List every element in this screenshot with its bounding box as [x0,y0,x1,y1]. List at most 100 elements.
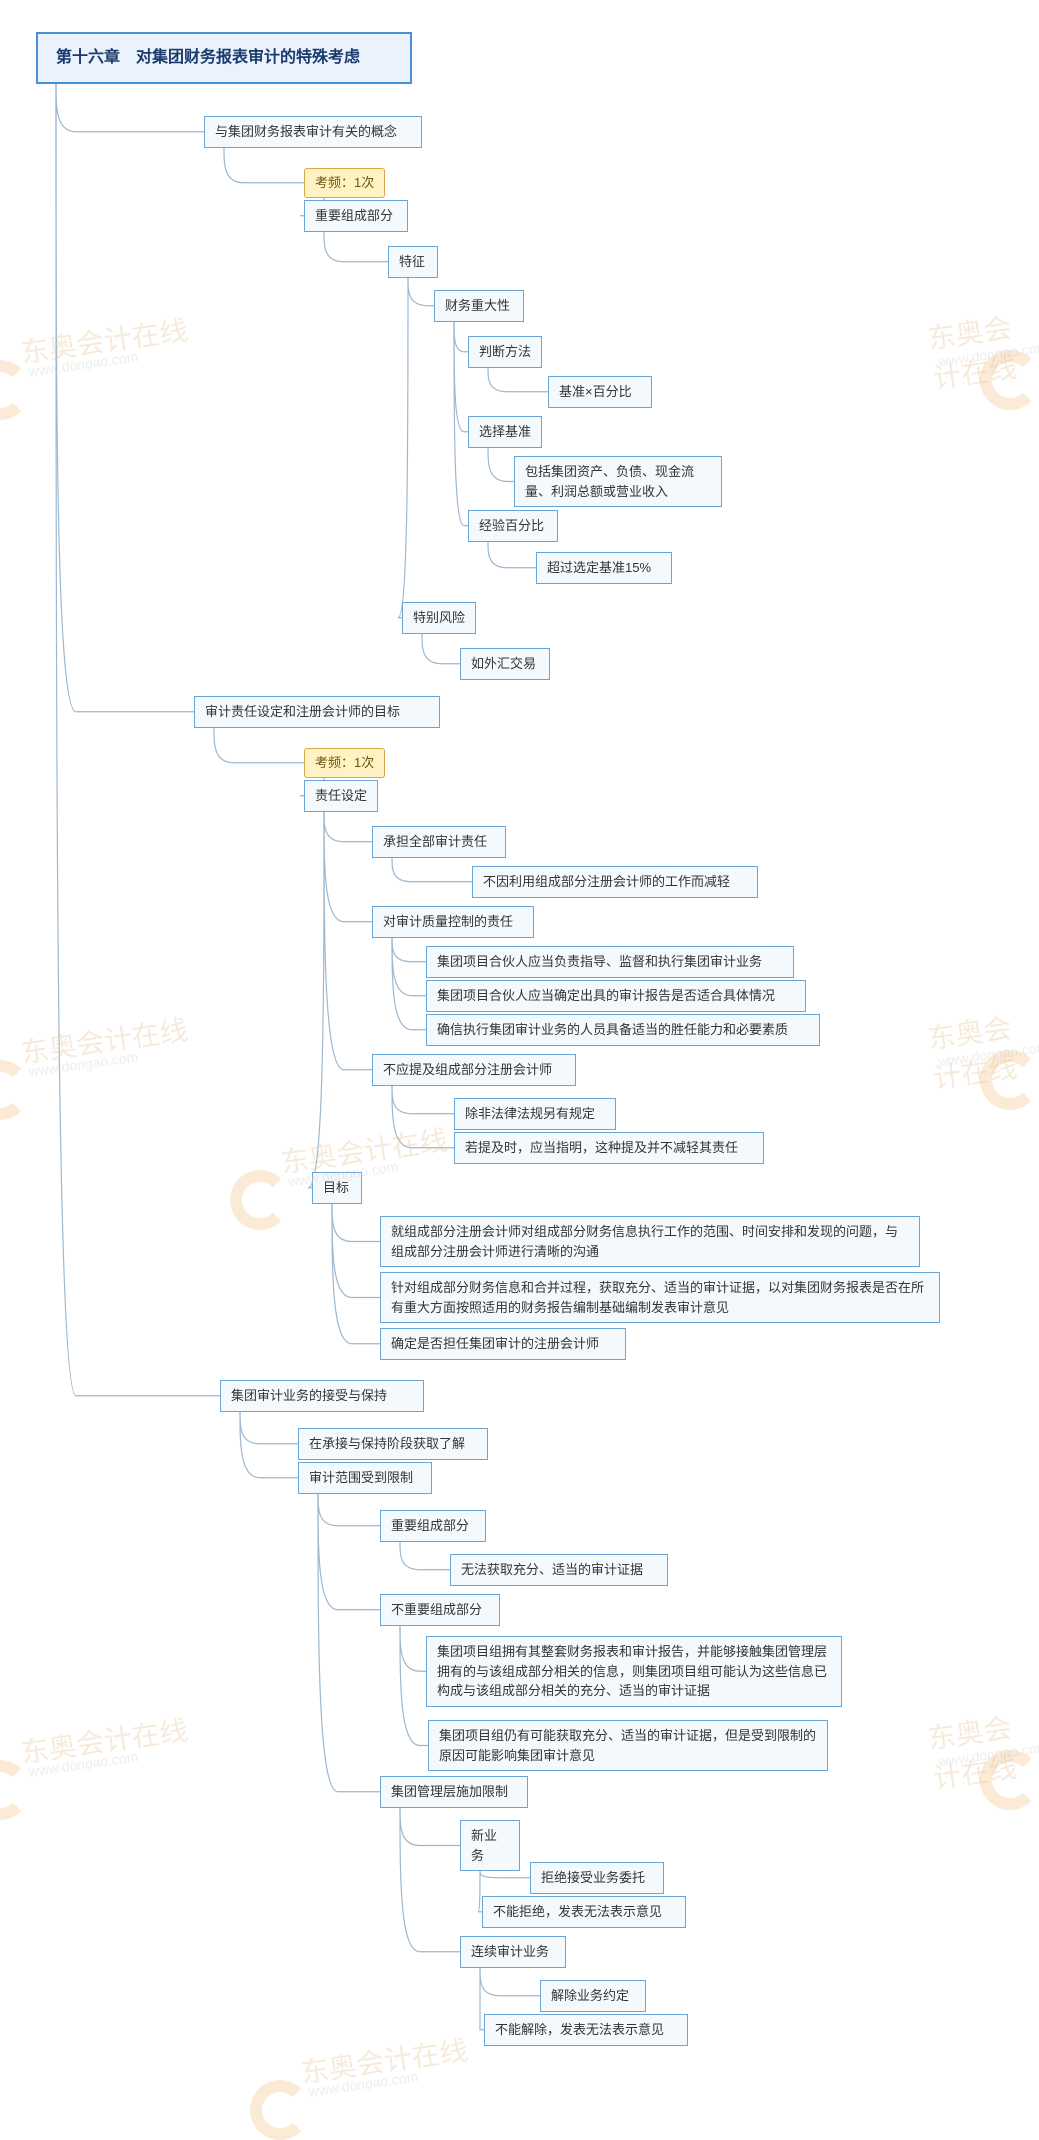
connector [324,812,372,1070]
connector [308,812,324,1188]
connector [392,1086,454,1114]
connector [318,1494,380,1610]
mindmap-node-s2a2a: 集团项目合伙人应当负责指导、监督和执行集团审计业务 [426,946,794,978]
watermark-url: www.dongao.com [937,1738,1039,1769]
connector [422,634,460,664]
connector [400,1808,460,1846]
watermark-text: 东奥会计在线 [18,309,190,372]
connector [240,1412,298,1478]
mindmap-node-s2a3b: 若提及时，应当指明，这种提及并不减轻其责任 [454,1132,764,1164]
connector [318,1494,380,1792]
connector [214,728,304,763]
watermark-logo [980,350,1039,410]
mindmap-node-s3b3a: 新业务 [460,1820,520,1871]
mindmap-node-s2a: 责任设定 [304,780,378,812]
connector [488,368,548,392]
mindmap-node-s3b2: 不重要组成部分 [380,1594,500,1626]
connector [400,1808,460,1952]
watermark-logo [230,1170,290,1230]
mindmap-node-s1a1a1: 判断方法 [468,336,542,368]
mindmap-node-badge2: 考频：1次 [304,748,385,778]
watermark-text: 东奥会计在线 [298,2029,470,2092]
watermark-url: www.dongao.com [27,348,139,379]
mindmap-node-s1a1b1: 如外汇交易 [460,648,550,680]
mindmap-node-s3b3b: 连续审计业务 [460,1936,566,1968]
connector [392,1086,454,1148]
connector [488,448,514,482]
mindmap-node-s1a1a1a: 基准×百分比 [548,376,652,408]
mindmap-node-s1a1a2: 选择基准 [468,416,542,448]
connector [480,1968,540,1996]
watermark-text: 东奥会计在线 [925,303,1039,397]
watermark-text: 东奥会计在线 [925,1703,1039,1797]
watermark-logo [0,360,30,420]
connector [392,938,426,1030]
mindmap-node-s2a1: 承担全部审计责任 [372,826,506,858]
mindmap-node-s3b3b2: 不能解除，发表无法表示意见 [484,2014,688,2046]
mindmap-node-s3b1: 重要组成部分 [380,1510,486,1542]
connector [332,1204,380,1344]
mindmap-node-badge1: 考频：1次 [304,168,385,198]
connector [454,322,468,432]
mindmap-node-s3b: 审计范围受到限制 [298,1462,432,1494]
connector [392,938,426,962]
watermark-logo [0,1760,30,1820]
connector [318,1494,380,1526]
mindmap-node-s3: 集团审计业务的接受与保持 [220,1380,424,1412]
mindmap-node-s2a1a: 不因利用组成部分注册会计师的工作而减轻 [472,866,758,898]
mindmap-node-s2a3a: 除非法律法规另有规定 [454,1098,616,1130]
mindmap-node-s1a1a: 财务重大性 [434,290,524,322]
watermark-text: 东奥会计在线 [18,1009,190,1072]
connector [454,322,468,352]
connector [392,938,426,996]
connector [56,84,220,1396]
mindmap-node-root: 第十六章 对集团财务报表审计的特殊考虑 [36,32,412,84]
watermark-text: 东奥会计在线 [925,1003,1039,1097]
connector [56,84,204,132]
mindmap-node-s2a2c: 确信执行集团审计业务的人员具备适当的胜任能力和必要素质 [426,1014,820,1046]
watermark-url: www.dongao.com [27,1748,139,1779]
mindmap-node-s1a: 重要组成部分 [304,200,408,232]
mindmap-node-s1: 与集团财务报表审计有关的概念 [204,116,422,148]
mindmap-node-s3b2a: 集团项目组拥有其整套财务报表和审计报告，并能够接触集团管理层拥有的与该组成部分相… [426,1636,842,1707]
mindmap-node-s2a2: 对审计质量控制的责任 [372,906,534,938]
watermark-url: www.dongao.com [307,2068,419,2099]
watermark-url: www.dongao.com [27,1048,139,1079]
watermark-logo [980,1050,1039,1110]
mindmap-node-s1a1a2a: 包括集团资产、负债、现金流量、利润总额或营业收入 [514,456,722,507]
connector [408,278,434,306]
watermark-logo [980,1750,1039,1810]
connector [56,84,194,712]
mindmap-node-s2b1: 就组成部分注册会计师对组成部分财务信息执行工作的范围、时间安排和发现的问题，与组… [380,1216,920,1267]
connector [324,232,388,262]
connector [400,1626,426,1672]
watermark-url: www.dongao.com [937,1038,1039,1069]
mindmap-node-s2: 审计责任设定和注册会计师的目标 [194,696,440,728]
mindmap-node-s1a1b: 特别风险 [402,602,476,634]
connector [392,858,472,882]
mindmap-node-s3b3: 集团管理层施加限制 [380,1776,528,1808]
mindmap-node-s3b2b: 集团项目组仍有可能获取充分、适当的审计证据，但是受到限制的原因可能影响集团审计意… [428,1720,828,1771]
mindmap-node-s2b: 目标 [312,1172,362,1204]
mindmap-node-s3b3a2: 不能拒绝，发表无法表示意见 [482,1896,686,1928]
watermark-text: 东奥会计在线 [278,1119,450,1182]
connector [224,148,304,183]
mindmap-node-s3a: 在承接与保持阶段获取了解 [298,1428,488,1460]
mindmap-node-s3b3a1: 拒绝接受业务委托 [530,1862,664,1894]
watermark-logo [0,1060,30,1120]
connector [324,812,372,842]
mindmap-node-s1a1a3a: 超过选定基准15% [536,552,672,584]
watermark-text: 东奥会计在线 [18,1709,190,1772]
connector [454,322,468,526]
connector [332,1204,380,1298]
mindmap-node-s1a1: 特征 [388,246,438,278]
mindmap-node-s2b3: 确定是否担任集团审计的注册会计师 [380,1328,626,1360]
mindmap-node-s2a3: 不应提及组成部分注册会计师 [372,1054,576,1086]
watermark-url: www.dongao.com [937,338,1039,369]
mindmap-node-s3b3b1: 解除业务约定 [540,1980,646,2012]
connector [240,1412,298,1444]
connector [488,542,536,568]
connector [332,1204,380,1242]
watermark-logo [250,2080,310,2140]
connector [480,1871,530,1878]
